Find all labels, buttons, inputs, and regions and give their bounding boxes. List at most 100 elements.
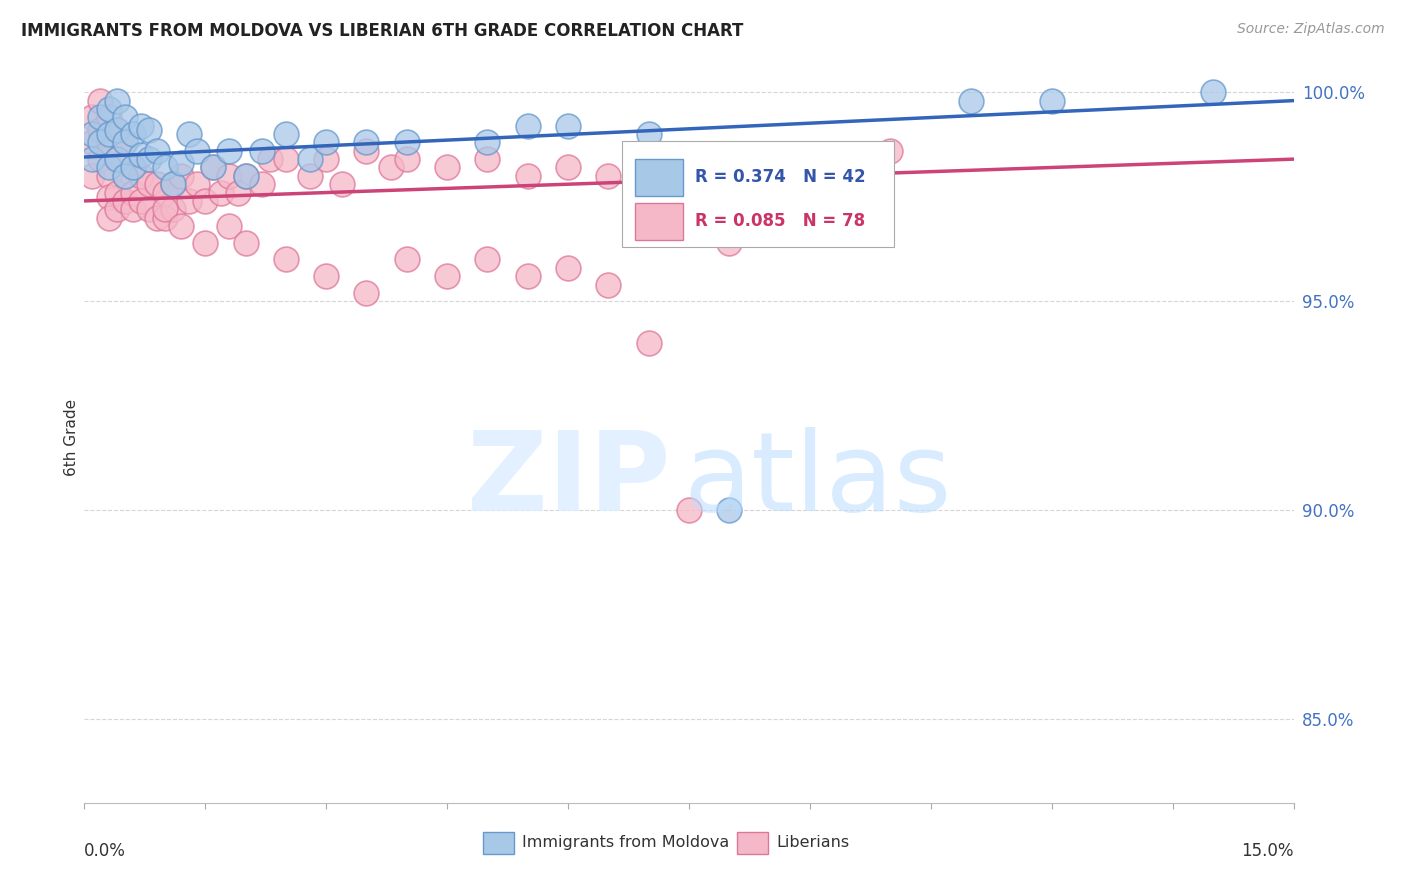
- Point: [97, 211, 120, 225]
- Point: [129, 148, 152, 162]
- Point: [356, 136, 378, 150]
- Text: 15.0%: 15.0%: [1241, 842, 1294, 860]
- Point: [1040, 94, 1063, 108]
- Point: [105, 202, 128, 217]
- Point: [162, 202, 184, 217]
- Point: [274, 127, 297, 141]
- Point: [138, 123, 160, 137]
- Point: [194, 194, 217, 208]
- Point: [153, 211, 176, 225]
- Point: [315, 269, 337, 284]
- Point: [299, 169, 322, 183]
- Text: 6th Grade: 6th Grade: [63, 399, 79, 475]
- Point: [218, 219, 240, 233]
- Point: [226, 186, 249, 200]
- Point: [97, 111, 120, 125]
- Point: [637, 152, 659, 166]
- Point: [678, 161, 700, 175]
- Point: [97, 127, 120, 141]
- Point: [557, 161, 579, 175]
- Point: [97, 102, 120, 116]
- Point: [138, 152, 160, 166]
- Point: [209, 186, 232, 200]
- Point: [315, 152, 337, 166]
- Point: [179, 194, 201, 208]
- Point: [598, 169, 620, 183]
- Point: [637, 127, 659, 141]
- Point: [758, 152, 780, 166]
- Point: [274, 252, 297, 267]
- Point: [82, 136, 104, 150]
- Point: [330, 178, 353, 192]
- Point: [274, 152, 297, 166]
- Point: [202, 161, 225, 175]
- Point: [718, 503, 741, 517]
- Text: Source: ZipAtlas.com: Source: ZipAtlas.com: [1237, 22, 1385, 37]
- FancyBboxPatch shape: [623, 141, 894, 247]
- Point: [718, 235, 741, 250]
- Point: [477, 152, 499, 166]
- Point: [121, 161, 143, 175]
- Point: [129, 169, 152, 183]
- Point: [121, 127, 143, 141]
- Point: [89, 111, 111, 125]
- Point: [179, 127, 201, 141]
- Text: ZIP: ZIP: [467, 427, 671, 534]
- Point: [138, 178, 160, 192]
- Point: [678, 503, 700, 517]
- Point: [186, 178, 208, 192]
- Point: [89, 152, 111, 166]
- Point: [186, 144, 208, 158]
- Text: IMMIGRANTS FROM MOLDOVA VS LIBERIAN 6TH GRADE CORRELATION CHART: IMMIGRANTS FROM MOLDOVA VS LIBERIAN 6TH …: [21, 22, 744, 40]
- Point: [89, 136, 111, 150]
- Point: [153, 186, 176, 200]
- Point: [557, 119, 579, 133]
- Point: [114, 169, 136, 183]
- Point: [356, 144, 378, 158]
- FancyBboxPatch shape: [737, 832, 768, 854]
- Point: [129, 194, 152, 208]
- Point: [395, 136, 418, 150]
- Point: [114, 136, 136, 150]
- Point: [436, 161, 458, 175]
- Point: [170, 156, 193, 170]
- Point: [97, 169, 120, 183]
- FancyBboxPatch shape: [634, 203, 683, 240]
- Point: [436, 269, 458, 284]
- Point: [121, 202, 143, 217]
- Point: [121, 186, 143, 200]
- Point: [114, 136, 136, 150]
- Point: [879, 144, 901, 158]
- Point: [114, 169, 136, 183]
- Point: [97, 161, 120, 175]
- Point: [82, 169, 104, 183]
- Point: [235, 169, 257, 183]
- Point: [89, 94, 111, 108]
- Point: [718, 169, 741, 183]
- Point: [799, 169, 821, 183]
- Point: [146, 211, 169, 225]
- Point: [218, 169, 240, 183]
- Point: [839, 152, 862, 166]
- Point: [105, 152, 128, 166]
- Point: [105, 152, 128, 166]
- Point: [1202, 85, 1225, 99]
- Point: [356, 285, 378, 300]
- Point: [105, 94, 128, 108]
- Point: [105, 123, 128, 137]
- Point: [598, 277, 620, 292]
- Text: Liberians: Liberians: [776, 835, 849, 850]
- Point: [637, 336, 659, 351]
- Point: [153, 202, 176, 217]
- Point: [516, 119, 538, 133]
- Text: R = 0.374   N = 42: R = 0.374 N = 42: [695, 168, 866, 186]
- Point: [170, 219, 193, 233]
- Point: [477, 136, 499, 150]
- Point: [97, 190, 120, 204]
- Point: [218, 144, 240, 158]
- Point: [395, 152, 418, 166]
- Point: [477, 252, 499, 267]
- FancyBboxPatch shape: [484, 832, 513, 854]
- Point: [121, 161, 143, 175]
- Point: [97, 136, 120, 150]
